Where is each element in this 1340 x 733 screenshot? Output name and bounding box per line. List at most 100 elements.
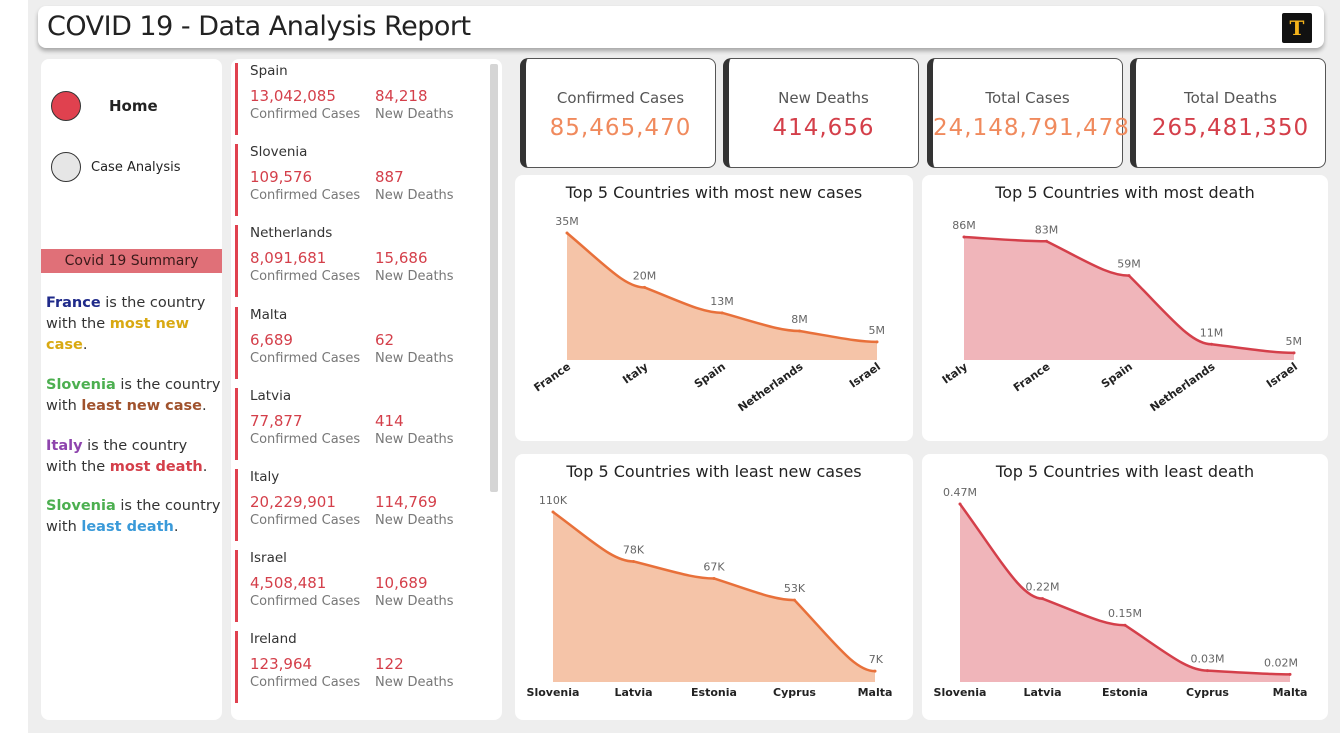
x-tick-label: Spain: [692, 360, 728, 391]
country-list-scrollbar[interactable]: [490, 64, 498, 492]
nav-home-label: Home: [109, 97, 158, 115]
data-point[interactable]: [873, 669, 877, 673]
data-point[interactable]: [1210, 342, 1213, 346]
list-item[interactable]: Italy 20,229,901 114,769 Confirmed Cases New…: [235, 469, 485, 541]
nav-home-button[interactable]: Home: [51, 91, 158, 121]
home-dot-icon: [51, 91, 81, 121]
list-confirmed-value: 13,042,085: [250, 87, 336, 105]
chart-svg: 35M 20M 13M 8M 5M France Italy Spain Netherlands…: [531, 215, 886, 415]
kpi-value: 414,656: [772, 115, 875, 141]
data-point[interactable]: [798, 329, 801, 333]
list-item[interactable]: Netherlands 8,091,681 15,686 Confirmed Case…: [235, 225, 485, 298]
data-point[interactable]: [1123, 623, 1127, 627]
list-item[interactable]: Slovenia 109,576 887 Confirmed Cases New Dea…: [235, 144, 485, 217]
list-country-name: Slovenia: [250, 144, 308, 161]
summary-highlight: most death: [109, 459, 203, 475]
list-country-name: Israel: [250, 550, 287, 567]
list-confirmed-value: 8,091,681: [250, 249, 327, 268]
list-confirmed-caption: Confirmed Cases: [250, 107, 361, 122]
summary-text-part: .: [82, 337, 88, 353]
summary-text-part: is the country with: [46, 377, 221, 414]
summary-most-new-case: France is the country with the most new …: [46, 293, 222, 356]
data-point[interactable]: [958, 502, 962, 506]
list-country-name: Netherlands: [250, 225, 333, 242]
list-deaths-caption: New Deaths: [375, 594, 454, 610]
data-label: 59M: [1117, 258, 1141, 271]
data-point[interactable]: [712, 576, 716, 580]
list-item[interactable]: Israel 4,508,481 10,689 Confirmed Cases New …: [235, 550, 485, 623]
data-point[interactable]: [1041, 597, 1044, 601]
data-point[interactable]: [643, 285, 646, 289]
nav-case-analysis-label: Case Analysis: [91, 159, 181, 175]
x-tick-label: Slovenia: [934, 686, 987, 699]
kpi-label: New Deaths: [778, 89, 869, 107]
x-tick-label: Israel: [1264, 360, 1300, 391]
x-tick-label: Netherlands: [736, 360, 806, 415]
summary-text-part: is the country with the: [46, 295, 206, 332]
list-item[interactable]: Spain 13,042,085 84,218 Confirmed Cases New …: [235, 63, 485, 135]
list-item[interactable]: Malta 6,689 62 Confirmed Cases New Deaths: [235, 306, 485, 379]
list-country-name: Malta: [250, 306, 288, 323]
data-point[interactable]: [551, 510, 555, 514]
data-point[interactable]: [1127, 274, 1131, 278]
country-list-panel: [231, 59, 502, 720]
data-label: 5M: [1286, 335, 1303, 348]
data-point[interactable]: [962, 235, 966, 239]
data-label: 13M: [710, 295, 734, 308]
list-deaths-value: 887: [375, 168, 404, 187]
list-confirmed-value: 123,964: [250, 655, 313, 674]
data-label: 0.02M: [1264, 656, 1298, 669]
list-country-name: Ireland: [250, 631, 297, 648]
logo-icon: T: [1282, 13, 1312, 43]
kpi-label: Total Deaths: [1184, 89, 1277, 107]
summary-least-death: Slovenia is the country with least death…: [46, 496, 222, 538]
data-point[interactable]: [1288, 672, 1292, 676]
data-point[interactable]: [1206, 669, 1209, 673]
summary-highlight: least death: [81, 519, 174, 535]
data-label: 86M: [952, 219, 976, 232]
x-tick-label: Netherlands: [1148, 360, 1218, 415]
kpi-card-total-deaths: Total Deaths 265,481,350: [1130, 58, 1326, 168]
list-deaths-value: 84,218: [375, 87, 428, 105]
x-tick-label: Italy: [620, 360, 650, 387]
list-item[interactable]: Latvia 77,877 414 Confirmed Cases New Deaths: [235, 387, 485, 460]
summary-least-new-case: Slovenia is the country with least new c…: [46, 375, 222, 417]
data-point[interactable]: [720, 311, 724, 315]
data-point[interactable]: [793, 598, 796, 602]
list-confirmed-caption: Confirmed Cases: [250, 431, 361, 447]
chart-svg: 86M 83M 59M 11M 5M Italy France Spain Netherland…: [940, 219, 1303, 415]
summary-text-part: .: [202, 398, 207, 414]
data-label: 5M: [869, 324, 886, 337]
list-deaths-value: 10,689: [375, 574, 428, 593]
chart-title: Top 5 Countries with least death: [995, 462, 1255, 481]
x-tick-label: France: [531, 360, 572, 394]
list-confirmed-caption: Confirmed Cases: [250, 188, 361, 204]
nav-case-analysis-button[interactable]: Case Analysis: [51, 152, 181, 182]
list-confirmed-caption: Confirmed Cases: [250, 675, 361, 691]
list-deaths-caption: New Deaths: [375, 431, 454, 447]
chart-least-new-cases: Top 5 Countries with least new cases 110…: [515, 454, 913, 720]
data-point[interactable]: [1045, 239, 1048, 243]
x-tick-label: Estonia: [1102, 686, 1148, 699]
list-item[interactable]: Ireland 123,964 122 Confirmed Cases New Deat…: [235, 631, 485, 704]
data-label: 110K: [539, 494, 568, 507]
chart-title: Top 5 Countries with most new cases: [565, 183, 863, 202]
data-point[interactable]: [632, 559, 635, 563]
chart-svg: 110K 78K 67K 53K 7K Slovenia Latvia Estonia Cypr…: [527, 494, 893, 699]
data-label: 20M: [633, 269, 657, 282]
summary-text-part: .: [173, 519, 179, 535]
list-confirmed-caption: Confirmed Cases: [250, 269, 361, 285]
x-tick-label: Latvia: [614, 686, 652, 699]
data-point[interactable]: [875, 340, 879, 344]
data-point[interactable]: [1292, 351, 1296, 355]
list-confirmed-caption: Confirmed Cases: [250, 594, 361, 610]
chart-most-new-cases: Top 5 Countries with most new cases 35M 2…: [515, 175, 913, 441]
data-point[interactable]: [565, 231, 569, 235]
summary-most-death: Italy is the country with the most death…: [46, 436, 222, 478]
data-label: 11M: [1200, 326, 1224, 339]
chart-svg: 0.47M 0.22M 0.15M 0.03M 0.02M Slovenia Latvia E…: [934, 486, 1308, 699]
list-country-name: Latvia: [250, 387, 292, 404]
summary-text-part: .: [202, 459, 208, 475]
list-deaths-value: 15,686: [375, 249, 428, 268]
x-tick-label: Latvia: [1023, 686, 1061, 699]
